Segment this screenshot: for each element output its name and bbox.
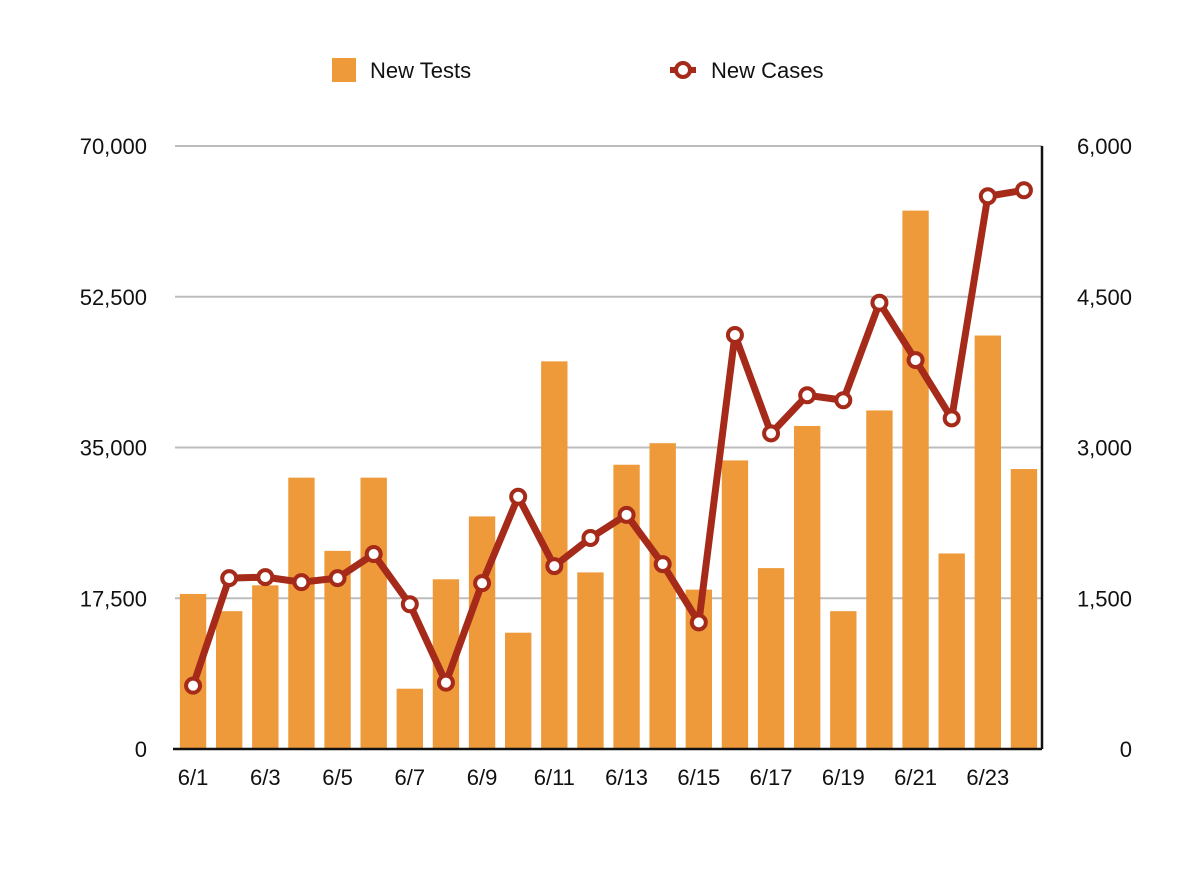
point-new-cases (436, 673, 455, 692)
bar-new-tests (902, 210, 929, 749)
bar-new-tests (649, 443, 676, 749)
y-left-tick-label: 70,000 (80, 134, 147, 159)
gridlines (175, 145, 1042, 600)
point-new-cases (870, 293, 889, 312)
point-new-cases (473, 574, 492, 593)
x-tick-label: 6/1 (178, 765, 209, 790)
point-new-cases (798, 386, 817, 405)
bar-new-tests (288, 477, 315, 749)
x-tick-label: 6/3 (250, 765, 281, 790)
point-new-cases (689, 613, 708, 632)
bar-new-tests (938, 553, 965, 749)
point-new-cases (653, 555, 672, 574)
bar-new-tests (396, 688, 423, 749)
x-tick-label: 6/23 (966, 765, 1009, 790)
point-new-cases (1014, 181, 1033, 200)
x-tick-label: 6/17 (750, 765, 793, 790)
point-new-cases (906, 351, 925, 370)
bar-new-tests (721, 460, 749, 749)
y-right-tick-label: 6,000 (1077, 134, 1132, 159)
legend: New Tests New Cases (332, 58, 823, 83)
point-new-cases (942, 409, 961, 428)
point-new-cases (617, 505, 636, 524)
point-new-cases (184, 676, 203, 695)
point-new-cases (256, 568, 275, 587)
y-right-tick-label: 4,500 (1077, 285, 1132, 310)
line-new-cases (184, 181, 1033, 695)
bar-new-tests (794, 425, 821, 749)
point-new-cases (328, 569, 347, 588)
point-new-cases (220, 569, 239, 588)
legend-marker-new-cases (674, 61, 692, 79)
bar-new-tests (830, 611, 857, 749)
point-new-cases (364, 545, 383, 564)
x-tick-label: 6/13 (605, 765, 648, 790)
y-right-tick-label: 3,000 (1077, 436, 1132, 461)
y-right-tick-label: 0 (1120, 737, 1132, 762)
x-tick-label: 6/15 (677, 765, 720, 790)
point-new-cases (292, 573, 311, 592)
y-left-tick-label: 0 (135, 737, 147, 762)
bar-new-tests (179, 593, 207, 749)
bar-new-tests (216, 611, 243, 749)
bars-new-tests (179, 210, 1038, 749)
point-new-cases (545, 557, 564, 576)
bar-new-tests (866, 410, 893, 749)
x-tick-label: 6/11 (534, 765, 575, 790)
y-left-tick-label: 35,000 (80, 436, 147, 461)
x-tick-label: 6/7 (395, 765, 426, 790)
legend-label-new-cases: New Cases (711, 58, 823, 83)
point-new-cases (400, 595, 419, 614)
x-tick-label: 6/5 (322, 765, 353, 790)
point-new-cases (762, 424, 781, 443)
x-tick-label: 6/9 (467, 765, 498, 790)
bar-new-tests (757, 568, 785, 749)
x-tick-label: 6/19 (822, 765, 865, 790)
bar-new-tests (360, 477, 387, 749)
point-new-cases (581, 528, 600, 547)
legend-label-new-tests: New Tests (370, 58, 471, 83)
y-left-tick-label: 17,500 (80, 586, 147, 611)
bar-new-tests (1010, 469, 1038, 749)
bar-new-tests (468, 516, 496, 749)
point-new-cases (834, 391, 853, 410)
legend-swatch-new-tests (332, 58, 356, 82)
point-new-cases (725, 325, 744, 344)
y-left-tick-label: 52,500 (80, 285, 147, 310)
bar-new-tests (577, 572, 604, 749)
point-new-cases (978, 187, 997, 206)
axes: 0 17,500 35,000 52,500 70,000 0 1,500 3,000 4,50… (80, 134, 1132, 790)
series-line-new-cases (189, 186, 1028, 690)
bar-new-tests (505, 632, 532, 749)
x-tick-label: 6/21 (894, 765, 937, 790)
point-new-cases (509, 487, 528, 506)
y-right-tick-label: 1,500 (1077, 586, 1132, 611)
bar-new-tests (252, 585, 279, 749)
bar-new-tests (974, 335, 1001, 749)
